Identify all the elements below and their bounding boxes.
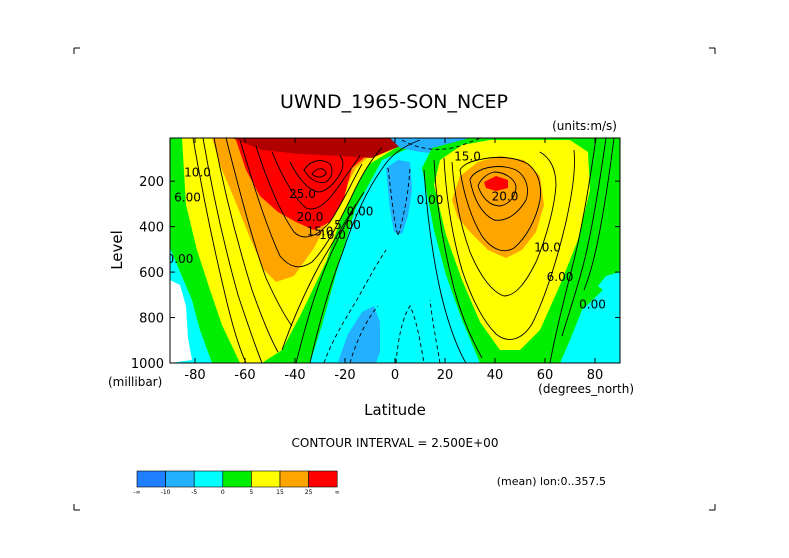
axes: -80 -60 -40 -20 0 20 40 60 80 200 400 600 800 1000 xyxy=(131,138,620,383)
colorbar-level-label: 15 xyxy=(276,489,284,496)
colorbar-swatch xyxy=(136,470,166,488)
y-tick-label: 200 xyxy=(139,175,164,190)
contour-label: 0.00 xyxy=(347,204,374,218)
y-tick-label: 600 xyxy=(139,266,164,281)
contour-label: 20.0 xyxy=(492,190,519,204)
y-axis-label: Level xyxy=(108,230,126,270)
contour-label: 10.0 xyxy=(534,241,561,255)
nh-red-core xyxy=(484,176,508,191)
contour-labels: 10.06.000.0025.020.015.010.05.000.000.00… xyxy=(167,150,606,312)
contour-label: 20.0 xyxy=(297,210,324,224)
colorbar-level-label: -∞ xyxy=(133,489,140,496)
contour-label: 6.00 xyxy=(174,191,201,205)
right-edge-blue xyxy=(598,272,620,300)
contour-label: 10.0 xyxy=(184,166,211,180)
contour-label: 15.0 xyxy=(307,225,334,239)
colorbar-level-label: -10 xyxy=(161,489,171,496)
colorbar-swatch xyxy=(193,470,224,488)
y-axis-units: (millibar) xyxy=(108,375,162,389)
x-axis-label: Latitude xyxy=(364,401,426,419)
white-patch xyxy=(170,280,192,363)
contour-label: 0.00 xyxy=(167,252,194,266)
equatorial-blue-upper xyxy=(386,160,412,234)
plot-area: 10.06.000.0025.020.015.010.05.000.000.00… xyxy=(167,138,620,363)
colorbar: -∞ -10 -5 0 5 15 25 ∞ xyxy=(133,470,340,496)
sh-dark-core xyxy=(232,138,420,158)
colorbar-level-label: 5 xyxy=(249,489,253,496)
x-tick-label: 40 xyxy=(487,368,504,383)
x-tick-label: 60 xyxy=(537,368,554,383)
crop-mark-bottom-left xyxy=(73,504,80,511)
contour-label: 5.00 xyxy=(334,218,361,232)
x-tick-label: 80 xyxy=(587,368,604,383)
colorbar-swatch xyxy=(279,470,309,488)
crop-mark-bottom-right xyxy=(709,504,716,511)
colorbar-level-label: -5 xyxy=(191,489,197,496)
equatorial-blue-lower xyxy=(338,306,380,363)
units-label: (units:m/s) xyxy=(552,119,617,133)
contour-label: 10.0 xyxy=(319,228,346,242)
colorbar-swatch xyxy=(308,470,338,488)
x-tick-label: 20 xyxy=(437,368,454,383)
x-tick-label: -20 xyxy=(334,368,355,383)
colorbar-swatch xyxy=(251,470,281,488)
x-tick-label: -60 xyxy=(234,368,255,383)
chart-title: UWND_1965-SON_NCEP xyxy=(280,91,508,113)
contour-label: 25.0 xyxy=(289,187,316,201)
contour-label: 6.00 xyxy=(547,270,574,284)
colorbar-level-label: 25 xyxy=(305,489,313,496)
crop-mark-top-right xyxy=(709,47,716,54)
x-tick-label: -80 xyxy=(184,368,205,383)
crop-mark-top-left xyxy=(73,47,80,54)
x-tick-label: -40 xyxy=(284,368,305,383)
x-axis-units: (degrees_north) xyxy=(538,382,634,396)
crop-marks xyxy=(73,47,716,511)
x-tick-label: 0 xyxy=(391,368,399,383)
contour-label: 0.00 xyxy=(579,297,606,311)
nh-orange-region xyxy=(452,156,544,258)
y-tick-label: 800 xyxy=(139,312,164,327)
y-tick-label: 400 xyxy=(139,221,164,236)
colorbar-level-label: 0 xyxy=(221,489,225,496)
footnote: (mean) lon:0..357.5 xyxy=(497,475,606,488)
colorbar-swatch xyxy=(165,470,195,488)
contour-lines xyxy=(192,138,615,363)
contour-label: 0.00 xyxy=(417,193,444,207)
contour-label: 15.0 xyxy=(454,150,481,164)
colorbar-level-label: ∞ xyxy=(335,489,340,496)
contour-interval-text: CONTOUR INTERVAL = 2.500E+00 xyxy=(292,436,499,450)
colorbar-swatch xyxy=(222,470,252,488)
sh-red-region xyxy=(236,140,385,230)
y-tick-label: 1000 xyxy=(131,357,164,372)
